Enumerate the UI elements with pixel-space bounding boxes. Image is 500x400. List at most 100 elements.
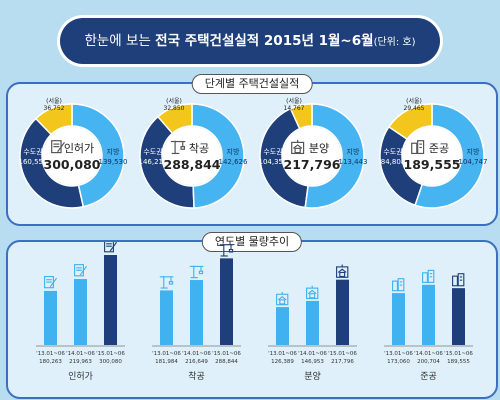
icon-house — [309, 293, 316, 299]
bar-category: '15.01~06 — [328, 351, 357, 357]
donut-준공: (서울)29,465 수도권 84,808 지방 104,747 준공 189,555 — [379, 97, 488, 209]
completed-building-icon — [422, 269, 435, 283]
icon-pen — [109, 242, 118, 252]
bar-category: '13.01~06 — [36, 351, 65, 357]
seoul-label: (서울) — [166, 97, 182, 105]
donut-charts: (서울)36,752수도권160,550지방139,530인허가300,080(… — [19, 97, 488, 209]
page-title: 한눈에 보는 전국 주택건설실적 2015년 1월~6월(단위: 호) — [84, 33, 416, 49]
seoul-label: (서울) — [46, 97, 62, 105]
donut-center — [163, 127, 221, 185]
icon-pen — [57, 142, 65, 153]
bar-value: 300,080 — [99, 359, 122, 365]
bar-category: '15.01~06 — [96, 351, 125, 357]
donut-name: 분양 — [309, 142, 329, 155]
donut-total: 217,796 — [284, 157, 341, 172]
stage-panel: 단계별 주택건설실적 (서울) 36,752 수도권 160,550 지방 139,530… — [6, 74, 498, 226]
bar — [452, 288, 465, 345]
donut-center — [283, 127, 341, 185]
donut-slice-seoul — [387, 103, 433, 141]
capital-label: 수도권 — [23, 148, 42, 156]
bar-group-준공: '13.01~06 173,060 '14.01~06 200,704 '15.01~0… — [384, 269, 473, 382]
icon-house — [279, 299, 286, 305]
icon-pen — [49, 277, 58, 288]
icon-bldg — [427, 269, 435, 283]
bar-category: '15.01~06 — [444, 351, 473, 357]
bar-value: 219,963 — [69, 359, 92, 365]
local-label: 지방 — [467, 147, 480, 156]
bar-category: '14.01~06 — [298, 351, 327, 357]
donut-center — [403, 127, 461, 185]
donut-name: 착공 — [189, 142, 209, 155]
donut-total: 300,080 — [44, 157, 101, 172]
donut-slice-local — [71, 103, 125, 208]
bar-value: 181,984 — [155, 359, 178, 365]
local-label: 지방 — [107, 147, 120, 156]
bar — [336, 279, 349, 345]
icon-load — [198, 270, 204, 275]
bar — [190, 280, 203, 345]
stage-panel-title: 단계별 주택건설실적 — [191, 74, 313, 94]
bar-category: '13.01~06 — [268, 351, 297, 357]
icon-frame — [306, 287, 319, 300]
donut-center — [43, 127, 101, 185]
bar-category: '13.01~06 — [152, 351, 181, 357]
bar-charts: '13.01~06 180,263 '14.01~06 219,963 '15.01~0… — [36, 242, 473, 382]
crane-icon — [159, 276, 174, 289]
local-value: 104,747 — [459, 158, 488, 166]
bar-category: '14.01~06 — [66, 351, 95, 357]
donut-인허가: (서울)36,752 수도권 160,550 지방 139,530 인허가 300,080 — [19, 97, 127, 209]
completed-building-icon — [411, 140, 425, 155]
license-document-icon — [104, 242, 118, 253]
crane-icon — [219, 243, 234, 257]
bar-value: 217,796 — [331, 359, 354, 365]
year-panel-title: 연도별 물량추이 — [201, 232, 303, 252]
icon-house — [339, 271, 346, 278]
bar-category: '14.01~06 — [414, 351, 443, 357]
bar-value: 146,953 — [301, 359, 324, 365]
bar-category: '14.01~06 — [182, 351, 211, 357]
bar — [392, 293, 405, 345]
seoul-label: (서울) — [286, 97, 302, 105]
capital-label: 수도권 — [383, 148, 402, 156]
bar-category: '15.01~06 — [212, 351, 241, 357]
donut-slice-local — [191, 103, 245, 209]
seoul-value: 14,767 — [284, 105, 305, 112]
year-panel: 연도별 물량추이 '13.01~06 180,263 '14.01~06 219,96… — [6, 232, 498, 399]
icon-load — [228, 249, 234, 253]
bar — [160, 290, 173, 345]
donut-slice-local — [304, 103, 365, 209]
donut-total: 189,555 — [404, 157, 461, 172]
seoul-value: 29,465 — [404, 105, 425, 112]
donut-slice-local — [414, 103, 485, 209]
icon-bldg — [417, 140, 425, 155]
seoul-value: 36,752 — [44, 105, 65, 112]
icon-frame — [336, 266, 349, 278]
title-banner: 한눈에 보는 전국 주택건설실적 2015년 1월~6월(단위: 호) — [60, 18, 440, 64]
license-document-icon — [51, 140, 65, 154]
donut-total: 288,844 — [164, 157, 221, 172]
icon-roof — [293, 144, 303, 149]
house-sale-icon — [276, 291, 289, 306]
bar-value: 288,844 — [215, 359, 238, 365]
bar-group-name: 인허가 — [68, 371, 93, 382]
capital-label: 수도권 — [143, 148, 162, 156]
icon-load — [180, 146, 186, 150]
local-label: 지방 — [227, 147, 240, 156]
bar-group-분양: '13.01~06 126,389 '14.01~06 146,953 '15.01~0… — [268, 264, 357, 382]
bar — [306, 300, 319, 345]
icon-bldg — [452, 275, 458, 287]
icon-house — [294, 147, 301, 154]
house-sale-icon — [336, 264, 349, 278]
capital-value: 146,218 — [139, 158, 168, 166]
donut-착공: (서울)32,850 수도권 146,218 지방 142,626 착공 288,844 — [139, 97, 248, 209]
local-value: 142,626 — [219, 158, 248, 166]
completed-building-icon — [452, 273, 465, 287]
seoul-label: (서울) — [406, 97, 422, 105]
house-sale-icon — [291, 139, 305, 155]
license-document-icon — [74, 264, 88, 277]
icon-bldg — [422, 272, 428, 283]
bar-value: 173,060 — [387, 359, 410, 365]
icon-load — [168, 281, 174, 285]
bar — [276, 307, 289, 345]
icon-bldg — [457, 273, 465, 287]
